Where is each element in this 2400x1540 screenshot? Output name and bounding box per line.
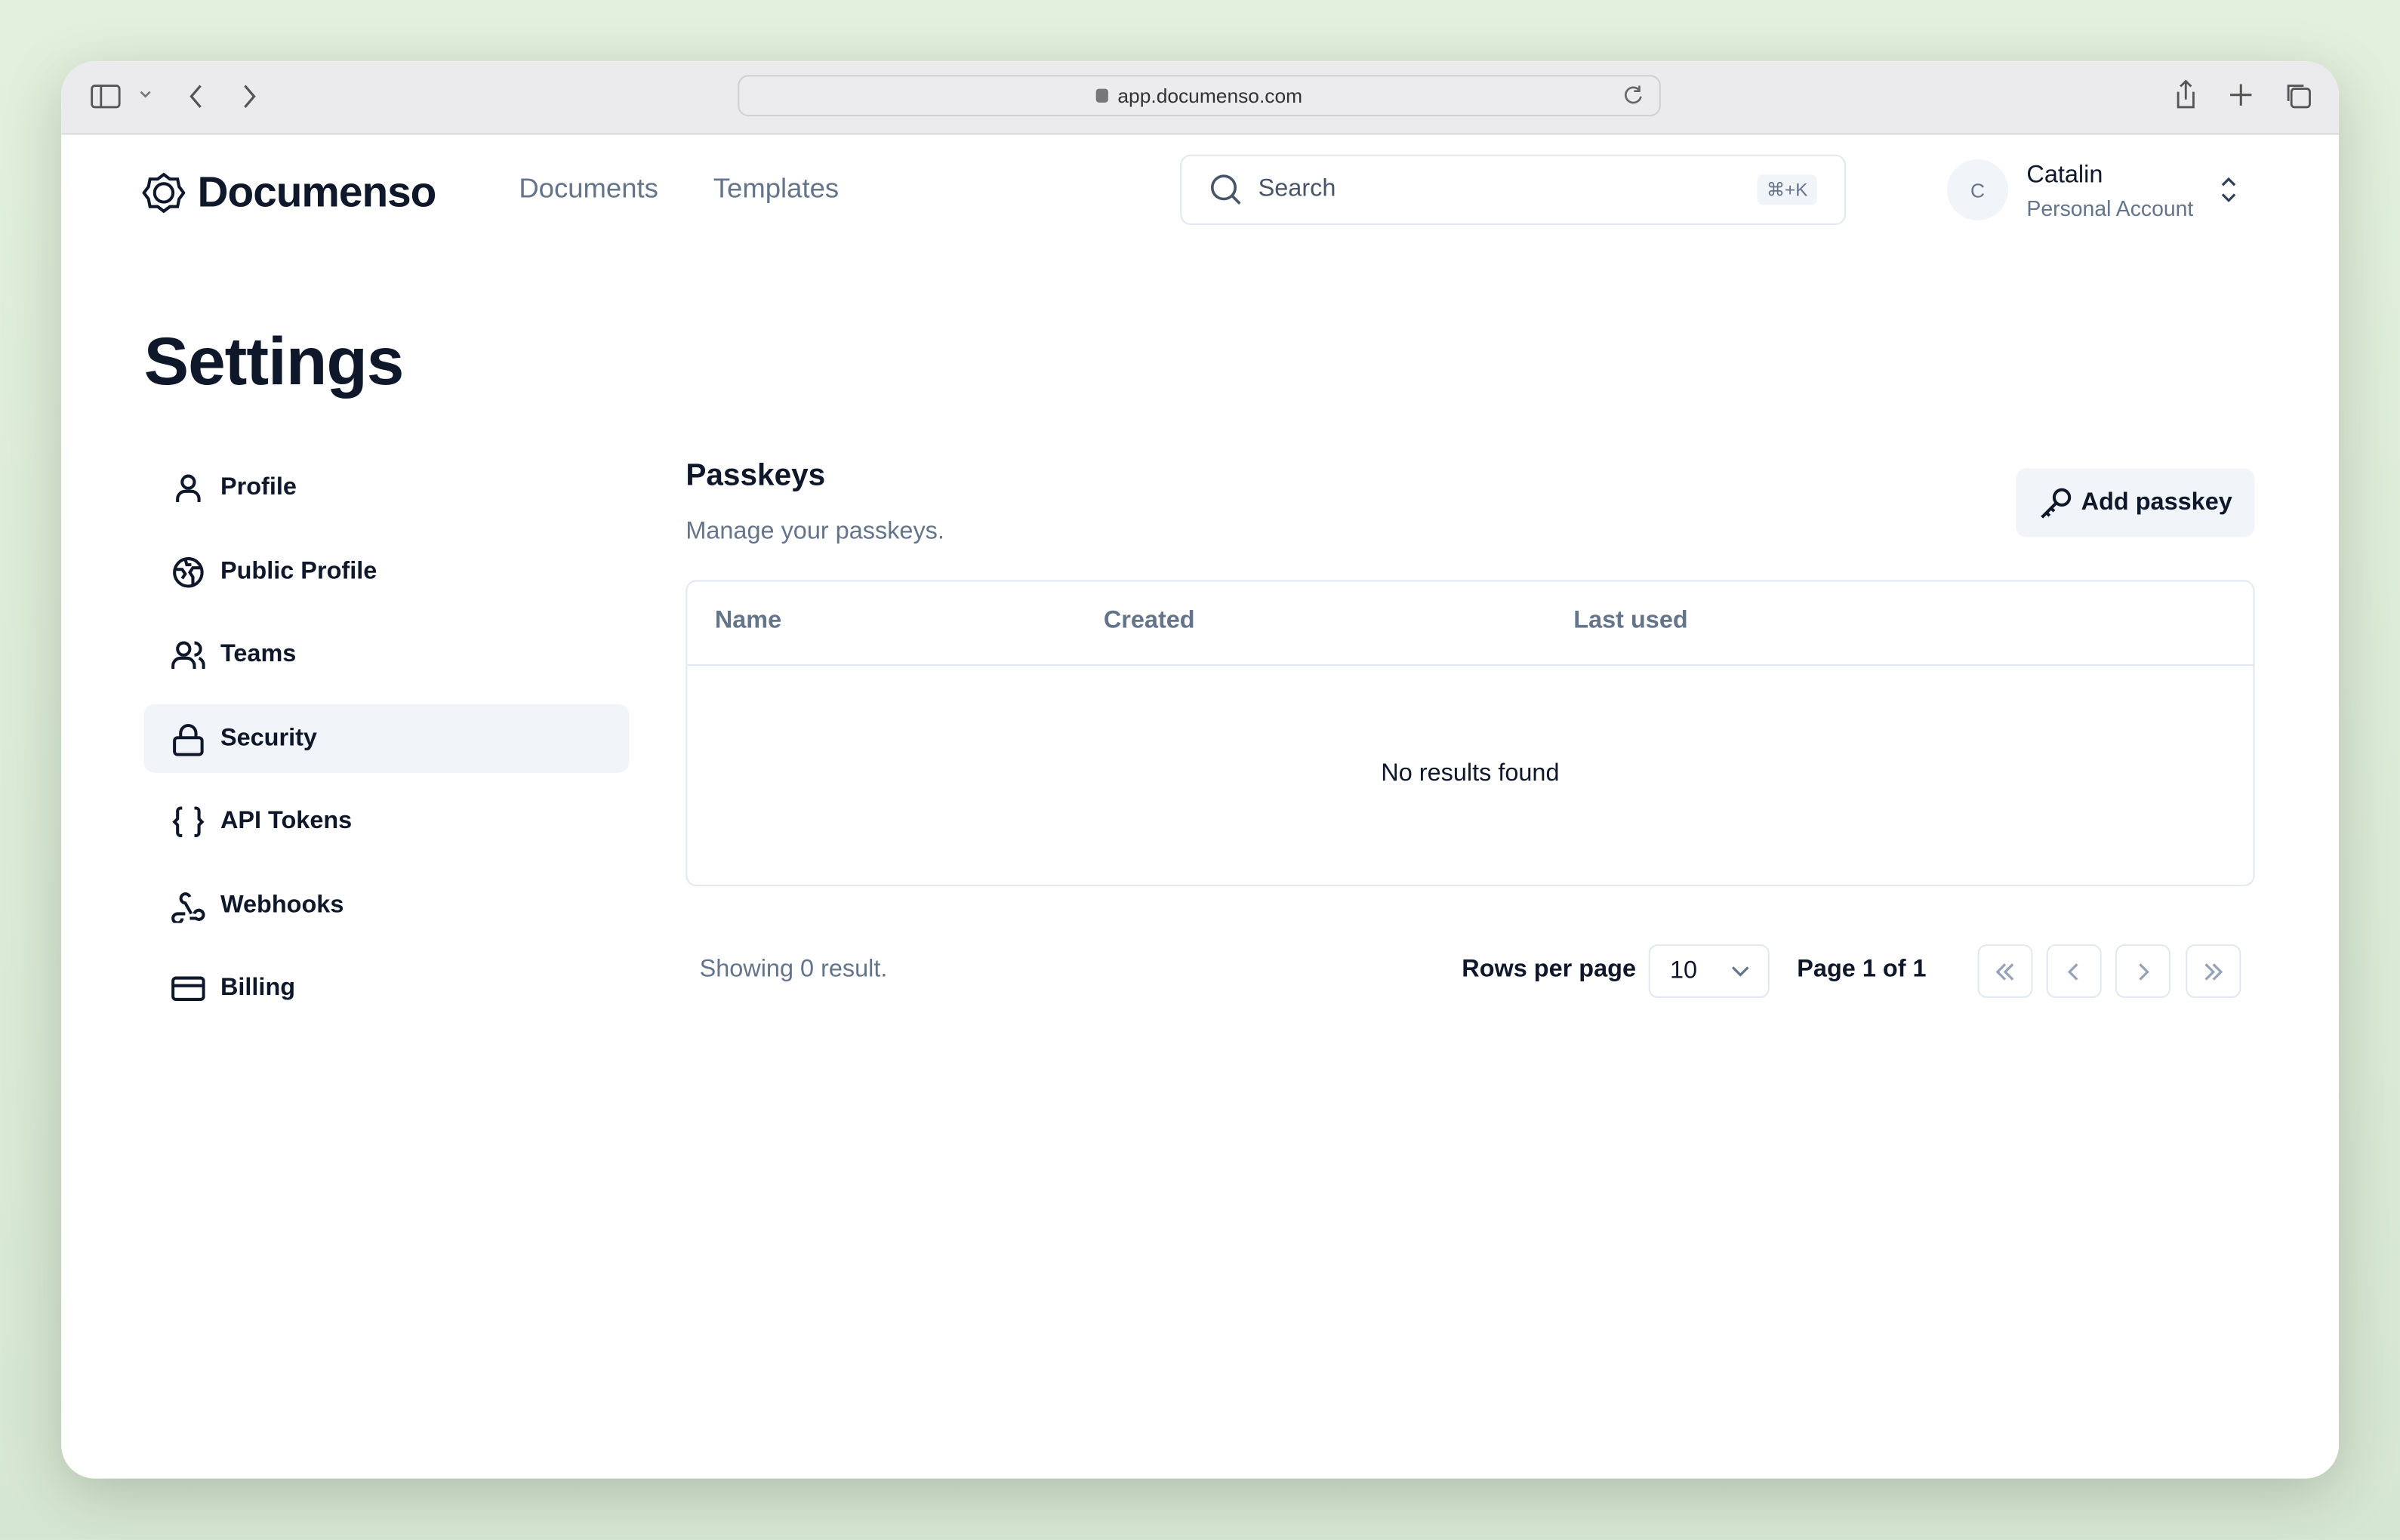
user-icon: [176, 473, 201, 502]
lock-icon: [173, 723, 204, 756]
tabs-overview-icon[interactable]: [2284, 81, 2311, 109]
sidebar-item-label: Teams: [220, 640, 297, 667]
sidebar-item-profile[interactable]: Profile: [144, 453, 630, 522]
account-type[interactable]: Personal Account: [2026, 196, 2194, 220]
webhook-icon: [171, 892, 205, 922]
browser-toolbar: app.documenso.com: [61, 61, 2340, 135]
search-placeholder: Search: [1258, 176, 1336, 202]
new-tab-icon[interactable]: [2229, 82, 2253, 106]
rows-per-page-label: Rows per page: [1462, 956, 1637, 983]
forward-icon[interactable]: [240, 82, 258, 109]
key-icon: [2040, 487, 2071, 518]
previous-page-button[interactable]: [2046, 944, 2102, 998]
add-passkey-label: Add passkey: [2081, 488, 2232, 516]
sidebar-toggle-icon[interactable]: [91, 85, 122, 109]
address-bar[interactable]: app.documenso.com: [738, 75, 1661, 117]
last-page-button[interactable]: [2186, 944, 2241, 998]
sidebar-item-teams[interactable]: Teams: [144, 620, 630, 688]
lock-icon: [1096, 88, 1109, 103]
chevrons-up-down-icon[interactable]: [2220, 176, 2238, 203]
sidebar-item-label: API Tokens: [220, 807, 353, 833]
users-icon: [171, 640, 205, 669]
add-passkey-button[interactable]: Add passkey: [2016, 468, 2255, 537]
sidebar-item-webhooks[interactable]: Webhooks: [144, 871, 630, 940]
sidebar-item-security[interactable]: Security: [143, 704, 630, 773]
column-name: Name: [714, 607, 782, 634]
sidebar-item-api-tokens[interactable]: API Tokens: [144, 787, 630, 855]
credit-card-icon: [171, 975, 205, 1000]
reload-icon[interactable]: [1622, 85, 1644, 106]
search-input[interactable]: Search ⌘+K: [1180, 154, 1847, 226]
chevron-right-icon: [2139, 962, 2149, 980]
page-indicator: Page 1 of 1: [1797, 956, 1927, 983]
table-header: Name Created Last used: [687, 581, 2254, 666]
brand-name: Documenso: [197, 168, 437, 216]
chevron-down-icon: [1731, 966, 1749, 977]
rows-per-page-value: 10: [1670, 957, 1698, 984]
browser-window: app.documenso.com Documenso Documents Te…: [61, 61, 2340, 1479]
results-count: Showing 0 result.: [699, 956, 888, 983]
back-icon[interactable]: [186, 82, 205, 109]
column-created: Created: [1103, 607, 1195, 634]
globe-icon: [173, 556, 204, 587]
nav-templates[interactable]: Templates: [713, 173, 840, 204]
sidebar-item-label: Billing: [220, 974, 296, 1000]
chevron-down-icon[interactable]: [137, 89, 153, 101]
url-text: app.documenso.com: [1117, 84, 1303, 107]
empty-state: No results found: [1381, 760, 1560, 787]
chevrons-left-icon: [1995, 962, 2014, 980]
first-page-button[interactable]: [1977, 944, 2033, 998]
logo-icon: [142, 172, 186, 214]
search-icon: [1210, 174, 1241, 205]
nav-documents[interactable]: Documents: [519, 173, 658, 204]
passkeys-table: Name Created Last used No results found: [685, 580, 2255, 886]
share-icon[interactable]: [2174, 79, 2198, 110]
next-page-button[interactable]: [2115, 944, 2170, 998]
brand-logo[interactable]: Documenso: [142, 168, 437, 217]
sidebar-item-label: Webhooks: [220, 892, 344, 918]
chevrons-right-icon: [2204, 962, 2223, 980]
sidebar-item-label: Security: [220, 725, 317, 751]
chevron-left-icon: [2067, 962, 2078, 980]
user-name[interactable]: Catalin: [2026, 162, 2103, 189]
section-title: Passkeys: [685, 459, 826, 493]
page-title: Settings: [143, 324, 405, 400]
column-last-used: Last used: [1573, 607, 1688, 634]
sidebar-item-label: Public Profile: [220, 558, 377, 584]
sidebar-item-billing[interactable]: Billing: [144, 953, 630, 1022]
rows-per-page-select[interactable]: 10: [1648, 944, 1770, 998]
search-shortcut: ⌘+K: [1757, 174, 1817, 205]
section-subtitle: Manage your passkeys.: [685, 519, 944, 545]
sidebar-item-label: Profile: [220, 473, 297, 500]
braces-icon: [172, 805, 205, 837]
avatar[interactable]: C: [1946, 159, 2009, 220]
sidebar-item-public-profile[interactable]: Public Profile: [144, 537, 630, 606]
